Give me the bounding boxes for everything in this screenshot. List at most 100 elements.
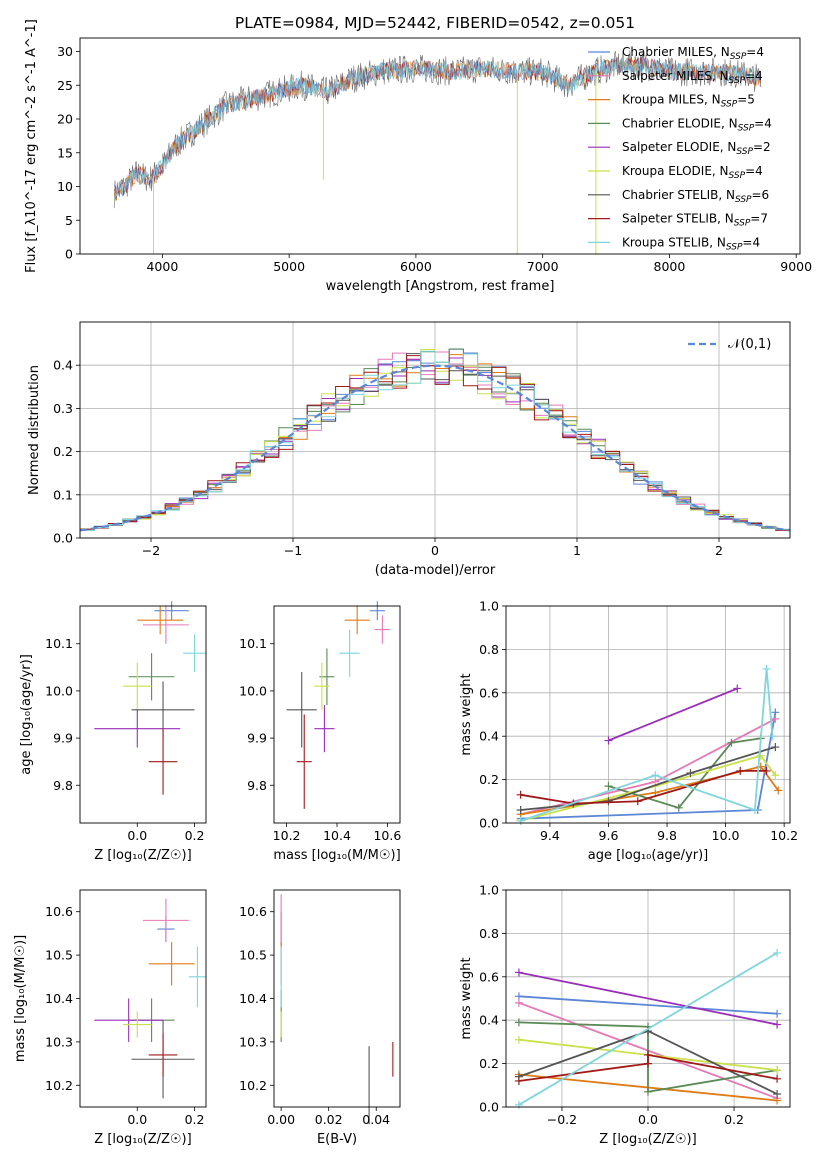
y-tick-label: 10.0: [239, 683, 267, 698]
x-tick-label: 0: [431, 543, 439, 558]
legend-entry: Chabrier MILES, NSSP=4: [622, 45, 764, 62]
weight-line-kroupa_stelib: [518, 952, 778, 1106]
x-tick-label: 0.02: [315, 1112, 343, 1127]
weight-line-salp_elodie: [518, 971, 778, 1026]
weight-marker-salp_elodie: [733, 684, 742, 693]
panel-mass_vs_Z: 0.0 0.2 10.2 10.3 10.4 10.5 10.6 Z [log₁₀(Z/Z☉)…: [13, 889, 207, 1147]
spectrum-kroupa_stelib: [113, 57, 761, 202]
panel-residuals: −2 −1 0 1 2 0.0 0.1 0.2 0.3 0.4 (data-model)/error…: [27, 321, 791, 578]
y-tick-label: 10.4: [45, 991, 73, 1006]
weight-marker-salp_stelib: [644, 1059, 652, 1068]
legend-entry: Chabrier STELIB, NSSP=6: [622, 188, 769, 205]
axes-frame: [79, 605, 207, 824]
legend-entry-subscript: SSP: [734, 219, 751, 229]
weight-marker-kroupa_elodie: [771, 771, 780, 780]
y-tick-label: 15: [57, 145, 73, 160]
weight-marker-salp_elodie: [773, 1020, 782, 1029]
legend-entry-subscript: SSP: [726, 242, 743, 252]
x-tick-label: 10.6: [373, 828, 401, 843]
legend-entry-subscript: SSP: [735, 195, 752, 205]
weight-marker-salp_elodie: [604, 736, 613, 745]
panel-mass_vs_ebv: 0.00 0.02 0.04 10.2 10.3 10.4 10.5 10.6 E(B-V): [239, 889, 401, 1147]
weight-line-chab_elodie: [608, 737, 761, 809]
weight-marker-chab_stelib: [771, 743, 780, 752]
y-tick-label: 10.5: [45, 948, 73, 963]
x-axis-label: Z [log₁₀(Z/Z☉)]: [599, 1132, 696, 1147]
legend-entry-value: =5: [737, 93, 755, 107]
x-tick-label: 5000: [273, 259, 305, 274]
weight-marker-kroupa_stelib: [750, 805, 759, 814]
x-axis-label: age [log₁₀(age/yr)]: [588, 848, 709, 863]
x-axis-label: (data-model)/error: [375, 563, 496, 578]
y-axis-label: mass weight: [459, 673, 474, 755]
plot-area-mass_vs_Z: [94, 898, 206, 1099]
x-tick-label: 8000: [654, 259, 686, 274]
axes-frame: [505, 889, 791, 1108]
legend-entry-label: Chabrier STELIB, N: [622, 188, 735, 202]
plots-layer: 4000 5000 6000 7000 8000 9000051015202530wave…: [13, 19, 812, 1147]
legend-entry-value: =2: [753, 140, 771, 154]
legend-entry: Salpeter STELIB, NSSP=7: [622, 212, 768, 229]
y-tick-label: 9.8: [247, 778, 267, 793]
legend-entry-subscript: SSP: [721, 100, 738, 110]
y-tick-label: 10.3: [239, 1034, 267, 1049]
legend-entry: 𝒩(0,1): [728, 337, 771, 352]
y-tick-label: 0.6: [479, 685, 499, 700]
y-tick-label: 0.8: [479, 642, 499, 657]
weight-marker-kroupa_stelib: [651, 771, 660, 780]
x-tick-label: −2: [142, 543, 160, 558]
y-axis-label: Normed distribution: [27, 365, 42, 495]
y-tick-label: 9.8: [53, 778, 73, 793]
y-tick-label: 5: [65, 213, 73, 228]
weight-marker-salp_stelib: [773, 1074, 782, 1083]
weight-marker-chab_stelib: [516, 805, 525, 814]
y-tick-label: 0.2: [53, 444, 73, 459]
weight-line-chab_miles: [518, 995, 778, 1015]
panel-weight_vs_age: 9.4 9.6 9.8 10.0 10.2 0.0 0.2 0.4 0.6 0.8 1.0 age […: [459, 599, 798, 864]
weight-marker-chab_stelib: [686, 769, 695, 778]
x-tick-label: 0.04: [362, 1112, 390, 1127]
x-tick-label: 7000: [527, 259, 559, 274]
weight-marker-salp_stelib: [762, 766, 771, 775]
weight-marker-kroupa_stelib: [514, 1100, 523, 1109]
axes-frame: [505, 605, 791, 824]
weight-line-salp_stelib: [520, 770, 767, 805]
y-tick-label: 1.0: [479, 599, 499, 614]
y-tick-label: 0.4: [479, 1013, 499, 1028]
legend-entry-value: =4: [742, 235, 760, 249]
y-axis-label: mass weight: [459, 957, 474, 1039]
x-tick-label: 0.0: [127, 1112, 147, 1127]
y-tick-label: 0.0: [479, 1100, 499, 1115]
axes-frame: [273, 605, 401, 824]
x-axis-label: E(B-V): [317, 1132, 357, 1147]
weight-marker-salp_stelib: [736, 766, 745, 775]
legend-entry-value: =4: [745, 69, 763, 83]
y-tick-label: 10: [57, 179, 73, 194]
y-tick-label: 1.0: [479, 883, 499, 898]
weight-marker-chab_elodie: [604, 782, 613, 791]
weight-marker-chab_elodie: [514, 1018, 523, 1027]
weight-marker-kroupa_elodie: [756, 751, 765, 760]
weight-marker-kroupa_miles: [774, 786, 783, 795]
normal-curve: [79, 364, 791, 532]
legend-entry: Kroupa ELODIE, NSSP=4: [622, 164, 763, 181]
legend-entry: Chabrier ELODIE, NSSP=4: [622, 116, 772, 133]
y-tick-label: 0: [65, 247, 73, 262]
panel-weight_vs_Z: −0.2 0.0 0.2 0.0 0.2 0.4 0.6 0.8 1.0 Z [log₁₀(Z/Z…: [459, 883, 791, 1147]
legend-entry-subscript: SSP: [736, 147, 753, 157]
y-tick-label: 0.2: [479, 772, 499, 787]
y-axis-label: Flux [f_λ10^-17 erg cm^-2 s^-1 A^-1]: [24, 19, 39, 273]
plot-area-spectrum: [113, 50, 761, 254]
y-tick-label: 10.5: [239, 948, 267, 963]
legend-entry-label: Salpeter ELODIE, N: [622, 140, 736, 154]
plot-area-age_vs_mass: [286, 601, 390, 809]
x-tick-label: 1: [573, 543, 581, 558]
x-tick-label: 10.4: [323, 828, 351, 843]
weight-marker-salp_stelib: [633, 797, 642, 806]
x-tick-label: 0.00: [267, 1112, 295, 1127]
x-tick-label: 2: [715, 543, 723, 558]
weight-marker-kroupa_elodie: [514, 1035, 523, 1044]
x-tick-label: −1: [284, 543, 302, 558]
legend-entry-subscript: SSP: [729, 76, 746, 86]
panel-age_vs_mass: 10.2 10.4 10.6 9.8 9.9 10.0 10.1 mass [log₁₀(M/…: [239, 601, 401, 863]
